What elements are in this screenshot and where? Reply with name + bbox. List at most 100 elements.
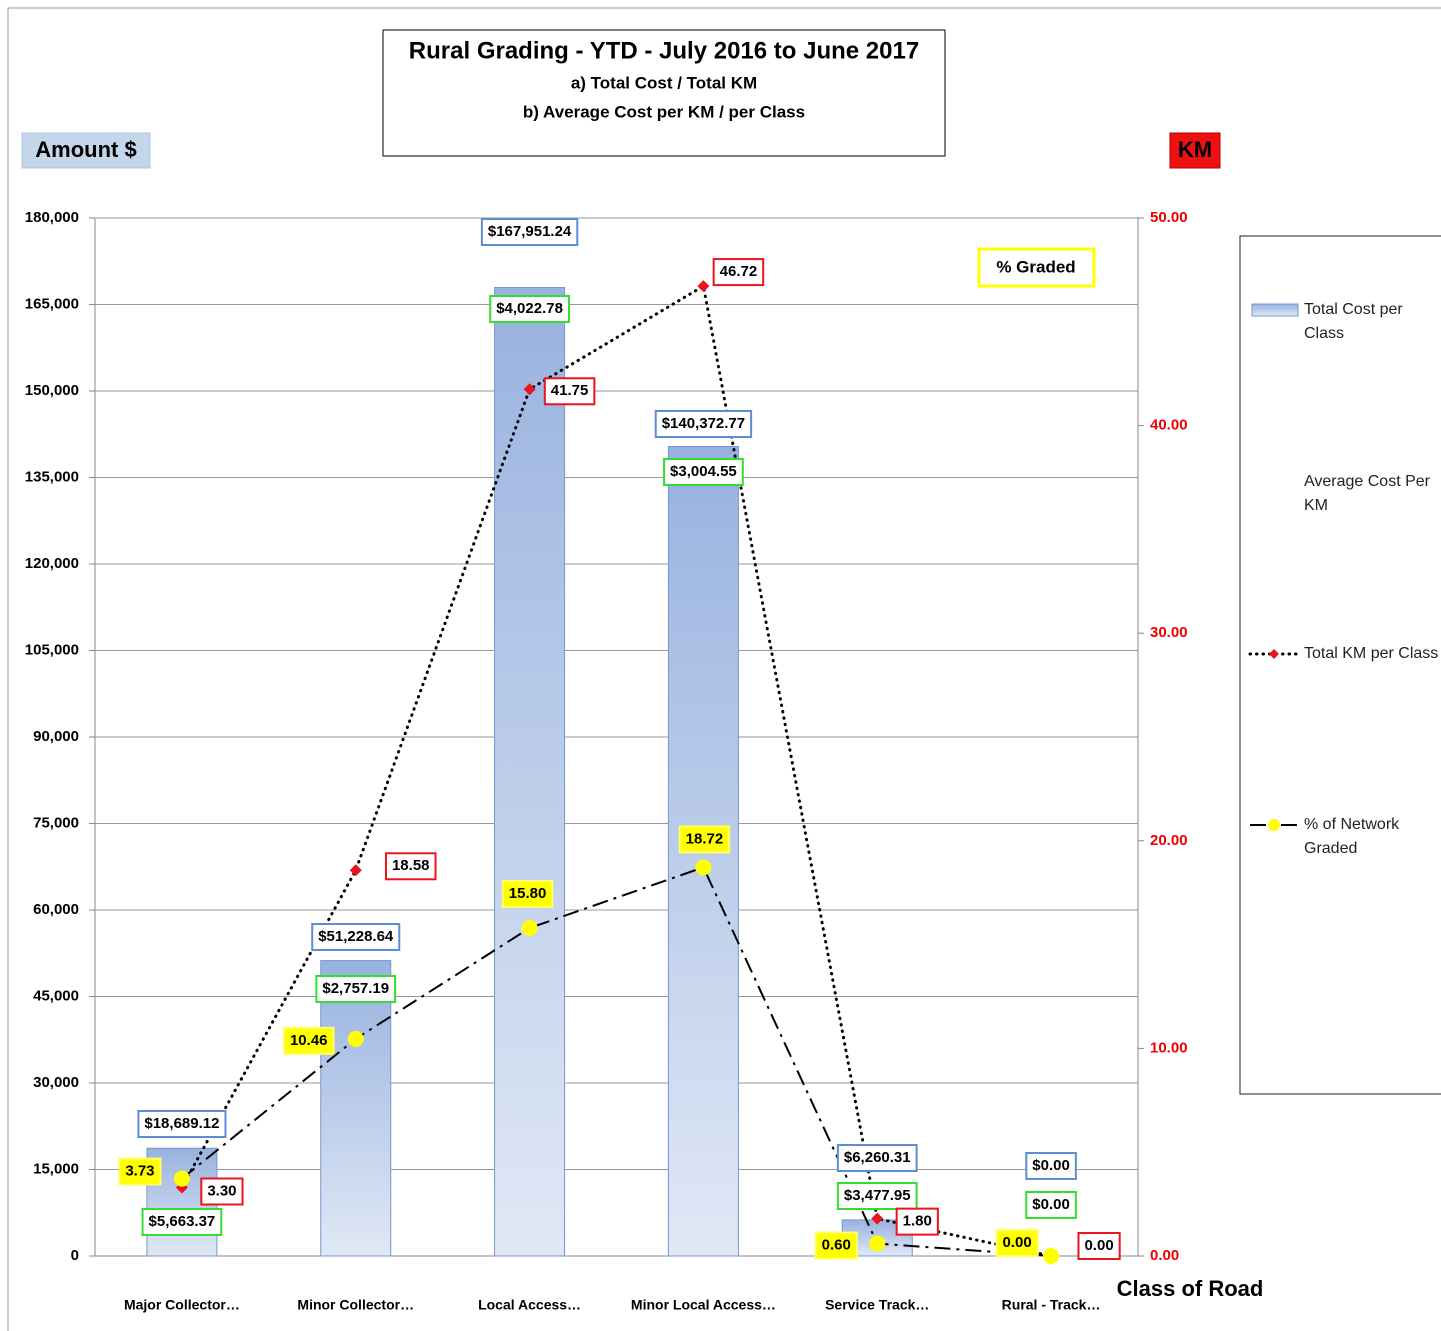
- value-label: $0.00: [1032, 1196, 1070, 1213]
- value-label-box: [836, 1144, 918, 1172]
- value-label-box: [995, 1229, 1039, 1257]
- value-label-box: [663, 458, 744, 486]
- value-label: $5,663.37: [149, 1213, 216, 1230]
- value-label-box: [137, 1110, 227, 1138]
- x-axis-label: Class of Road: [1117, 1276, 1264, 1301]
- value-label-box: [678, 825, 731, 854]
- chart-subtitle: b) Average Cost per KM / per Class: [523, 102, 805, 121]
- value-label: $167,951.24: [488, 223, 572, 240]
- value-label: $6,260.31: [844, 1149, 911, 1166]
- title-box: [382, 29, 946, 157]
- value-label: 18.72: [686, 830, 724, 847]
- x-tick-label: Rural - Track…: [1002, 1297, 1101, 1313]
- marker: [1043, 1248, 1060, 1264]
- value-label: 3.30: [207, 1182, 236, 1199]
- frame: [7, 7, 1441, 1331]
- legend-marker: [1268, 819, 1280, 831]
- legend-label: Total Cost per Class: [1304, 301, 1403, 342]
- legend-marker: [1269, 649, 1279, 659]
- value-label-box: [384, 852, 437, 881]
- line: [180, 283, 1053, 1258]
- y-tick-label: 105,000: [25, 641, 79, 658]
- value-label-box: [118, 1157, 162, 1186]
- y-tick-label: 135,000: [25, 468, 79, 485]
- y-axis-label: Amount $: [35, 137, 136, 162]
- bar: [320, 960, 392, 1257]
- line: [181, 866, 1052, 1257]
- x-tick-label: Major Collector…: [124, 1297, 240, 1313]
- x-tick-label: Minor Local Access…: [631, 1297, 776, 1313]
- y-tick-label: 30,000: [33, 1074, 79, 1091]
- marker: [871, 1212, 884, 1225]
- value-label-box: [1025, 1191, 1077, 1219]
- value-label-box: [489, 295, 570, 323]
- value-label-box: [311, 923, 401, 951]
- y2-tick-label: 20.00: [1150, 832, 1188, 849]
- value-label: $140,372.77: [662, 415, 745, 432]
- legend-box: [1239, 235, 1441, 1095]
- y-tick-label: 120,000: [25, 555, 79, 572]
- legend-swatch: [1251, 303, 1299, 317]
- marker: [349, 864, 362, 877]
- value-label-box: [814, 1231, 858, 1260]
- value-label-box: [712, 258, 765, 287]
- y2-tick-label: 10.00: [1150, 1039, 1188, 1056]
- value-label: 18.58: [392, 857, 430, 874]
- x-tick-label: Local Access…: [478, 1297, 581, 1313]
- value-label: $51,228.64: [318, 928, 394, 945]
- y2-tick-label: 0.00: [1150, 1247, 1179, 1264]
- y-tick-label: 0: [71, 1247, 79, 1264]
- y-tick-label: 90,000: [33, 728, 79, 745]
- value-label-box: [895, 1207, 939, 1236]
- y2-label-box: [1169, 132, 1221, 169]
- marker: [695, 859, 712, 876]
- marker: [697, 280, 710, 293]
- value-label-box: [282, 1026, 335, 1055]
- value-label: 0.60: [822, 1237, 851, 1254]
- value-label: 15.80: [509, 885, 547, 902]
- value-label: $3,477.95: [844, 1187, 911, 1204]
- labels: $18,689.12 $51,228.64 $167,951.24 $140,372.…: [118, 218, 1121, 1260]
- legend-label: % of Network Graded: [1304, 816, 1400, 857]
- value-label: 46.72: [720, 263, 758, 280]
- x-tick-label: Service Track…: [825, 1297, 929, 1313]
- y2-tick-label: 50.00: [1150, 209, 1188, 226]
- value-label-box: [141, 1208, 223, 1236]
- value-label-box: [1077, 1232, 1121, 1260]
- value-label: 0.00: [1084, 1237, 1113, 1254]
- value-label: 0.00: [1002, 1234, 1031, 1251]
- y-tick-label: 60,000: [33, 901, 79, 918]
- y-tick-label: 150,000: [25, 382, 79, 399]
- value-label: $18,689.12: [144, 1115, 219, 1132]
- value-label: 3.73: [125, 1163, 154, 1180]
- chart-title: Rural Grading - YTD - July 2016 to June …: [409, 37, 919, 64]
- value-label-box: [654, 410, 753, 438]
- y-tick-label: 45,000: [33, 987, 79, 1004]
- y-tick-label: 75,000: [33, 814, 79, 831]
- marker: [347, 1030, 364, 1047]
- value-label: $2,757.19: [322, 980, 389, 997]
- value-label: 41.75: [551, 382, 589, 399]
- value-label: $0.00: [1032, 1157, 1070, 1174]
- y-tick-label: 165,000: [25, 295, 79, 312]
- legend-label: Total KM per Class: [1304, 645, 1439, 662]
- marker: [521, 919, 538, 936]
- value-label: $4,022.78: [496, 300, 563, 317]
- chart-subtitle: a) Total Cost / Total KM: [571, 73, 757, 92]
- marker: [869, 1235, 886, 1252]
- y2-tick-label: 40.00: [1150, 417, 1188, 434]
- value-label-box: [480, 218, 579, 246]
- marker: [523, 383, 536, 396]
- value-label-box: [543, 377, 596, 406]
- x-tick-label: Minor Collector…: [297, 1297, 414, 1313]
- grid: 0 15,000 30,000 45,000 60,000 75,000 90,000 105…: [25, 209, 1188, 1313]
- y-tick-label: 180,000: [25, 209, 79, 226]
- annotation-box: [977, 247, 1096, 288]
- bar: [494, 286, 566, 1257]
- value-label: $3,004.55: [670, 463, 737, 480]
- value-label-box: [501, 879, 554, 908]
- value-label: 1.80: [903, 1213, 932, 1230]
- y-label-box: [21, 132, 151, 169]
- marker: [173, 1170, 190, 1187]
